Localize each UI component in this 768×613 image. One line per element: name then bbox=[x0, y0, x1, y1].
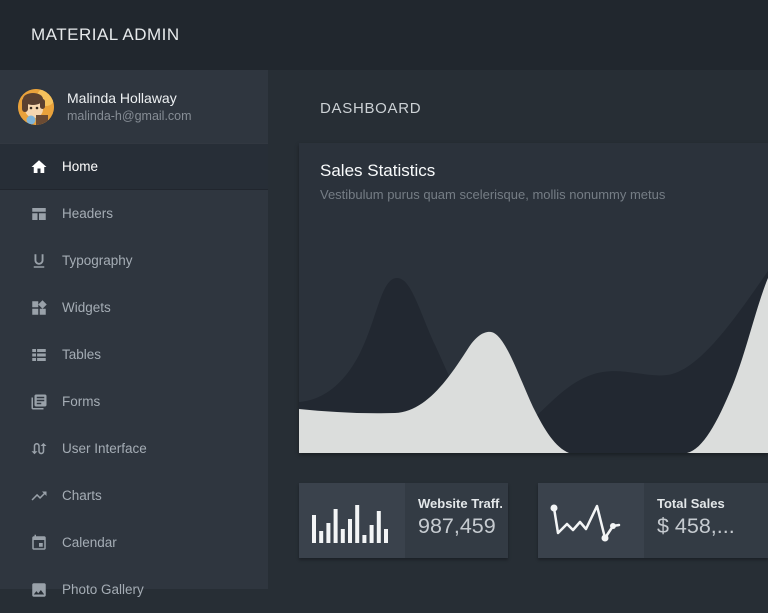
forms-icon bbox=[30, 393, 48, 411]
sidebar-item-label: Charts bbox=[62, 488, 102, 503]
stat-body: Total Sales $ 458,... bbox=[644, 483, 768, 558]
stats-row: Website Traff... 987,459 Total Sales $ 4… bbox=[299, 483, 768, 558]
sidebar-item-label: Widgets bbox=[62, 300, 111, 315]
sidebar-item-tables[interactable]: Tables bbox=[0, 331, 268, 378]
stat-label: Total Sales bbox=[657, 496, 762, 511]
sidebar-item-photo-gallery[interactable]: Photo Gallery bbox=[0, 566, 268, 613]
app-title: MATERIAL ADMIN bbox=[31, 25, 180, 45]
profile-name: Malinda Hollaway bbox=[67, 90, 192, 106]
photo-gallery-icon bbox=[30, 581, 48, 599]
sidebar: Malinda Hollaway malinda-h@gmail.com Hom… bbox=[0, 70, 268, 589]
user-interface-icon bbox=[30, 440, 48, 458]
main-content: DASHBOARD Sales Statistics Vestibulum pu… bbox=[268, 70, 768, 589]
sidebar-item-label: Typography bbox=[62, 253, 133, 268]
tables-icon bbox=[30, 346, 48, 364]
sales-card-title: Sales Statistics bbox=[320, 161, 435, 181]
sidebar-item-calendar[interactable]: Calendar bbox=[0, 519, 268, 566]
stat-label: Website Traff... bbox=[418, 496, 502, 511]
sales-card-subtitle: Vestibulum purus quam scelerisque, molli… bbox=[320, 187, 665, 202]
sidebar-item-forms[interactable]: Forms bbox=[0, 378, 268, 425]
line-chart-icon bbox=[538, 483, 644, 558]
topbar: MATERIAL ADMIN bbox=[0, 0, 768, 70]
bar-chart-icon bbox=[299, 483, 405, 558]
sidebar-item-label: User Interface bbox=[62, 441, 147, 456]
sales-statistics-card: Sales Statistics Vestibulum purus quam s… bbox=[299, 143, 768, 453]
sidebar-item-widgets[interactable]: Widgets bbox=[0, 284, 268, 331]
sidebar-menu: Home Headers Typography Widgets Tables bbox=[0, 143, 268, 613]
user-profile[interactable]: Malinda Hollaway malinda-h@gmail.com bbox=[0, 70, 268, 143]
sidebar-item-user-interface[interactable]: User Interface bbox=[0, 425, 268, 472]
sidebar-item-label: Forms bbox=[62, 394, 100, 409]
sidebar-item-label: Home bbox=[62, 159, 98, 174]
headers-icon bbox=[30, 205, 48, 223]
sidebar-item-typography[interactable]: Typography bbox=[0, 237, 268, 284]
stat-value: $ 458,... bbox=[657, 514, 762, 539]
home-icon bbox=[30, 158, 48, 176]
sidebar-item-label: Headers bbox=[62, 206, 113, 221]
sidebar-item-headers[interactable]: Headers bbox=[0, 190, 268, 237]
sidebar-item-label: Calendar bbox=[62, 535, 117, 550]
sidebar-item-label: Photo Gallery bbox=[62, 582, 144, 597]
typography-icon bbox=[30, 252, 48, 270]
avatar bbox=[18, 89, 54, 125]
avatar-illustration bbox=[18, 89, 54, 125]
widgets-icon bbox=[30, 299, 48, 317]
sales-area-chart bbox=[299, 225, 768, 453]
page-title: DASHBOARD bbox=[320, 100, 421, 117]
stat-body: Website Traff... 987,459 bbox=[405, 483, 508, 558]
profile-text: Malinda Hollaway malinda-h@gmail.com bbox=[67, 90, 192, 123]
sidebar-item-home[interactable]: Home bbox=[0, 143, 268, 190]
stat-value: 987,459 bbox=[418, 514, 502, 539]
total-sales-widget: Total Sales $ 458,... bbox=[538, 483, 768, 558]
profile-email: malinda-h@gmail.com bbox=[67, 109, 192, 123]
sidebar-item-charts[interactable]: Charts bbox=[0, 472, 268, 519]
sidebar-item-label: Tables bbox=[62, 347, 101, 362]
website-traffic-widget: Website Traff... 987,459 bbox=[299, 483, 508, 558]
calendar-icon bbox=[30, 534, 48, 552]
charts-icon bbox=[30, 487, 48, 505]
